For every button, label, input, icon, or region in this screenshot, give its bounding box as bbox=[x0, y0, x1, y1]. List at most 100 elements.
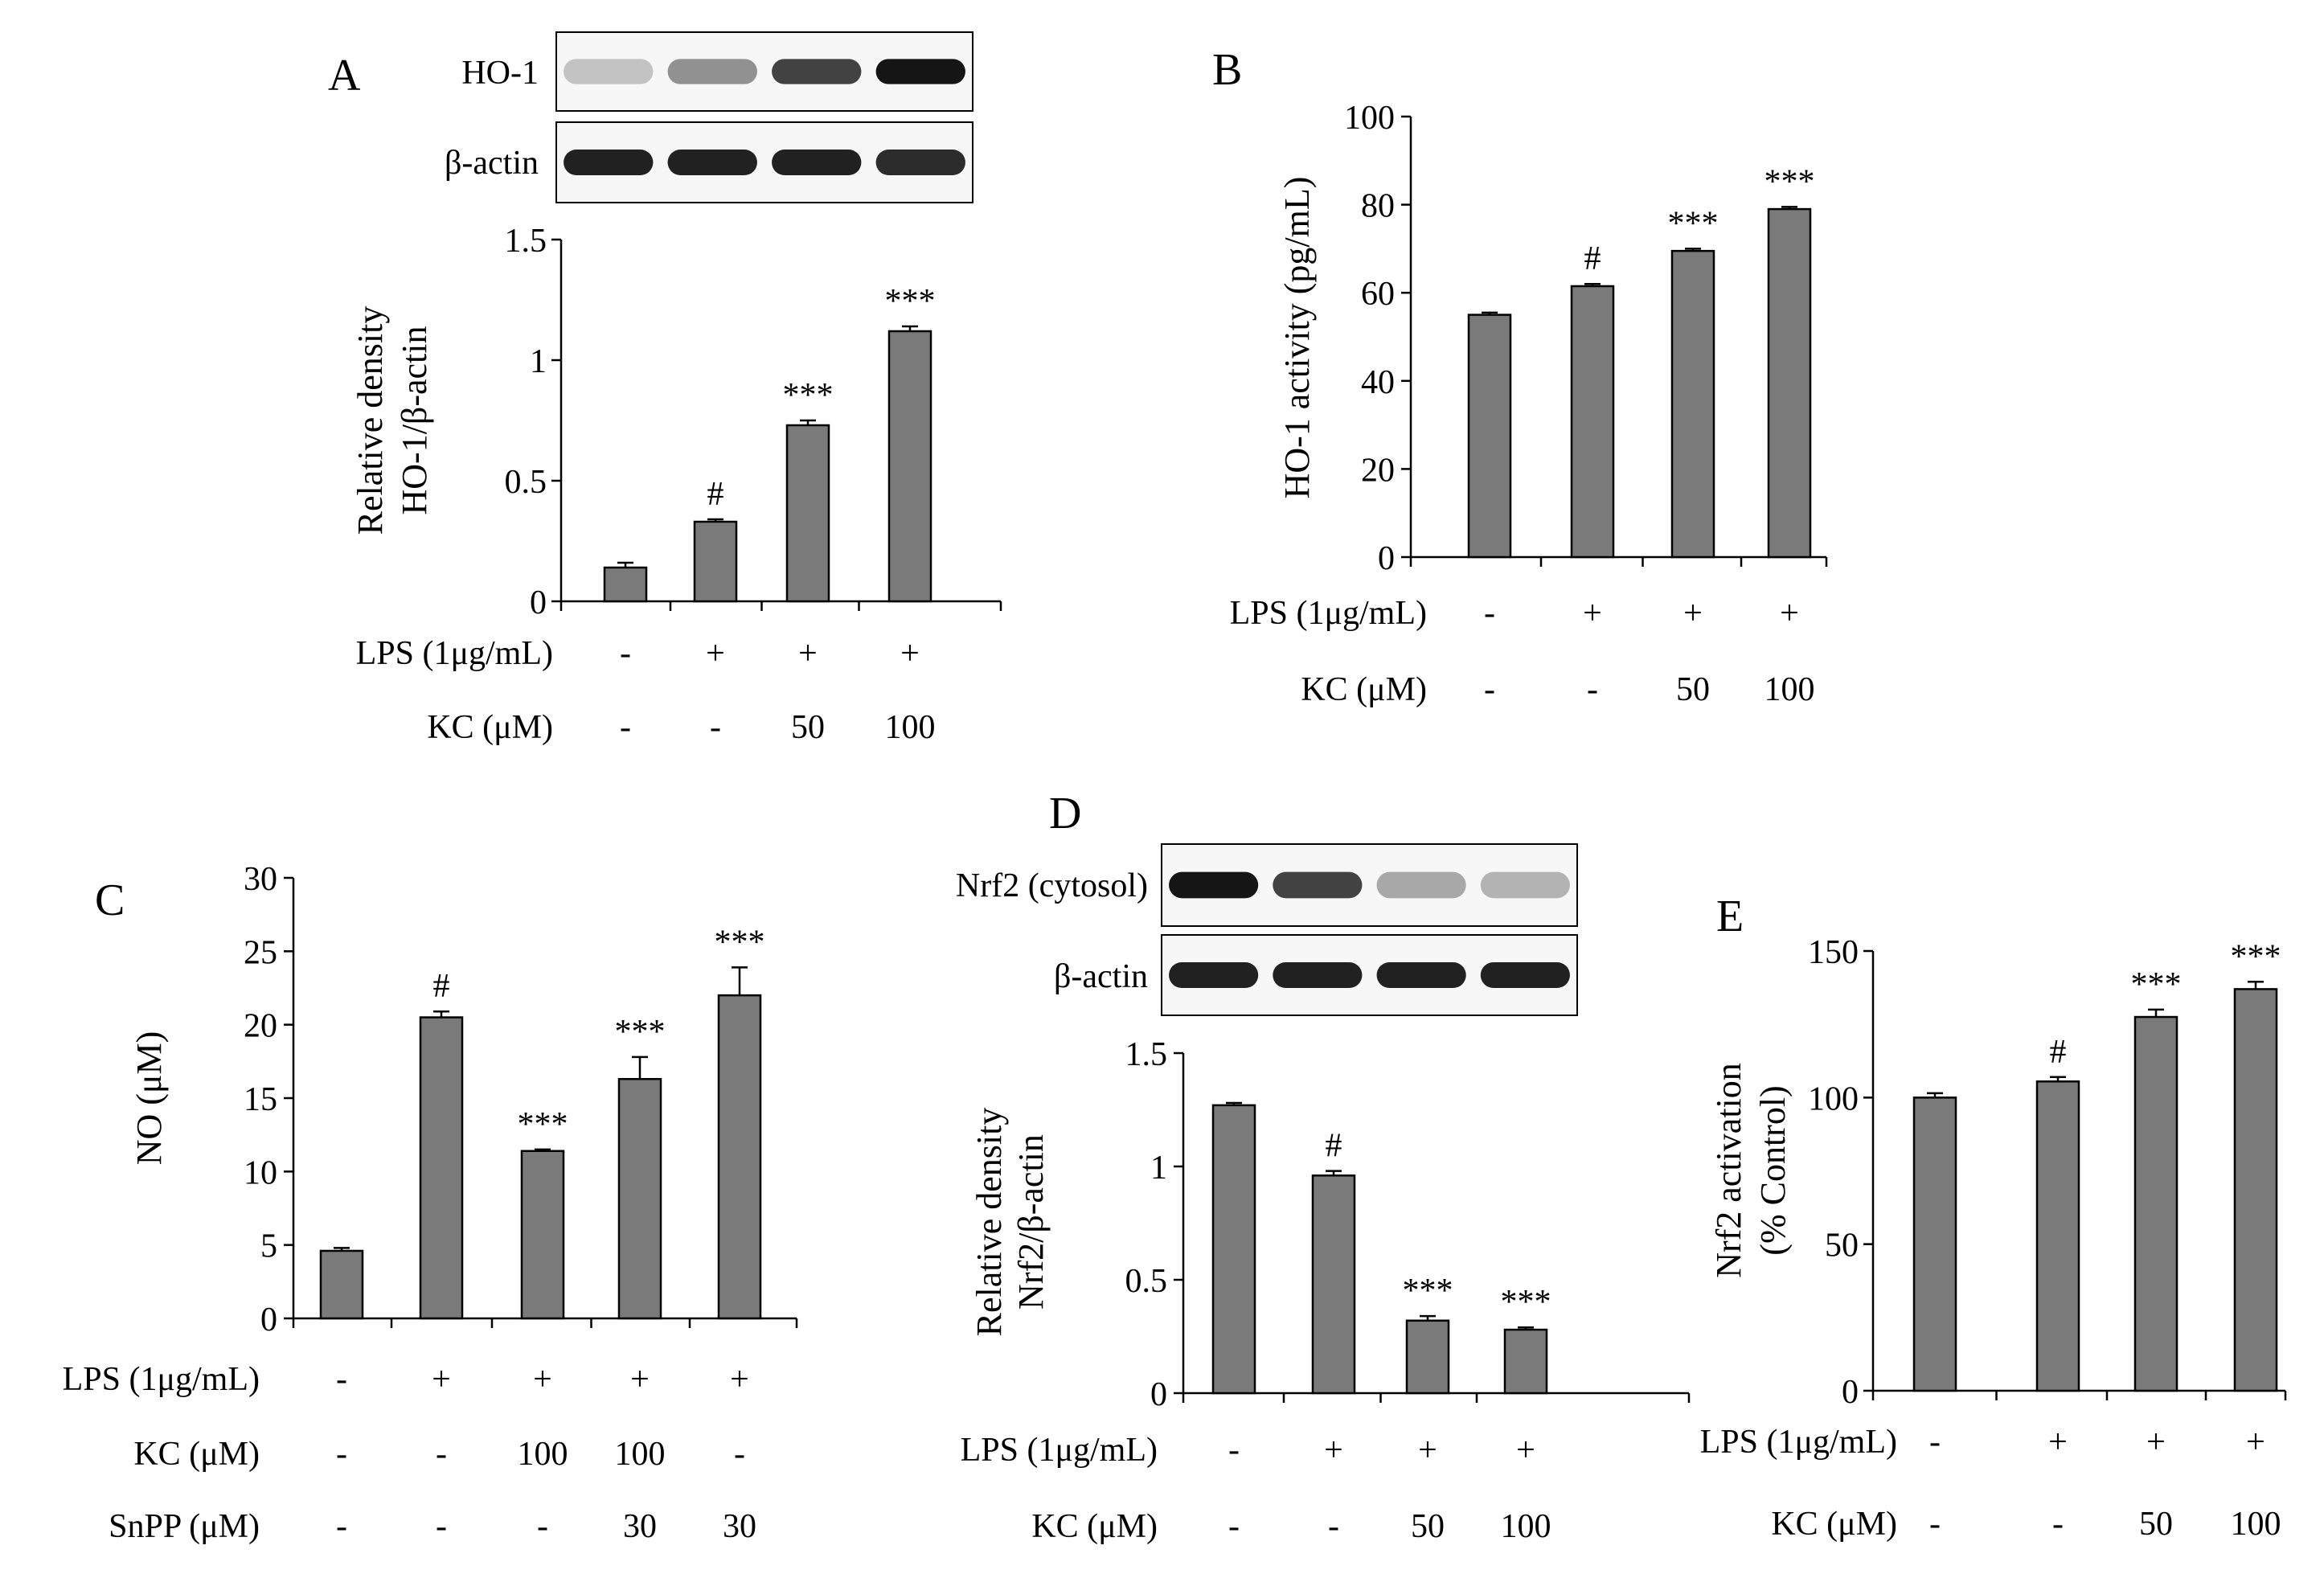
panel-a-blot-band bbox=[667, 150, 757, 175]
panel-b-condition-value: + bbox=[1583, 595, 1602, 632]
panel-d-y-tick-label: 1.5 bbox=[1125, 1036, 1168, 1073]
panel-e-condition-value: + bbox=[2146, 1424, 2166, 1461]
panel-c-condition-value: - bbox=[537, 1508, 548, 1545]
panel-d-y-tick-label: 0 bbox=[1150, 1376, 1167, 1413]
panel-c-y-tick-label: 0 bbox=[260, 1302, 277, 1338]
panel-e-significance-mark: *** bbox=[2131, 966, 2182, 1003]
panel-d-significance-mark: # bbox=[1326, 1128, 1342, 1165]
panel-c-significance-mark: *** bbox=[715, 924, 765, 961]
panel-letter-a: A bbox=[328, 51, 361, 100]
panel-a-condition-value: + bbox=[706, 635, 725, 672]
panel-b-significance-mark: *** bbox=[1668, 205, 1719, 242]
panel-c-condition-label: LPS (1μg/mL) bbox=[63, 1361, 260, 1398]
panel-c-bar bbox=[717, 994, 762, 1320]
panel-a-y-axis-title: HO-1/β-actin bbox=[395, 326, 434, 515]
panel-a-condition-value: 100 bbox=[885, 709, 936, 746]
panel-b-bar bbox=[1767, 207, 1812, 559]
panel-b-condition-value: - bbox=[1484, 595, 1495, 632]
panel-b-significance-mark: # bbox=[1584, 240, 1601, 277]
panel-d-bar bbox=[1311, 1174, 1356, 1395]
panel-a-significance-mark: *** bbox=[885, 283, 936, 320]
panel-e-y-axis-title: (% Control) bbox=[1753, 1085, 1793, 1255]
panel-d-condition-value: + bbox=[1324, 1432, 1343, 1469]
panel-d-blot-label: β-actin bbox=[1054, 958, 1148, 995]
panel-b-y-tick-label: 0 bbox=[1378, 540, 1395, 577]
panel-d-blot-band bbox=[1169, 871, 1259, 899]
panel-c-y-tick-label: 20 bbox=[244, 1008, 277, 1045]
panel-b-condition-value: 100 bbox=[1765, 671, 1815, 708]
panel-d-y-tick-label: 1 bbox=[1150, 1150, 1167, 1187]
panel-d-condition-value: + bbox=[1418, 1432, 1437, 1469]
panel-a-blot-label: HO-1 bbox=[461, 55, 539, 92]
panel-c-condition-value: 30 bbox=[623, 1508, 657, 1545]
panel-d-blot-band bbox=[1480, 962, 1570, 988]
panel-a-condition-value: - bbox=[620, 709, 631, 746]
panel-b-bar bbox=[1670, 249, 1715, 559]
panel-e-condition-value: - bbox=[1929, 1506, 1941, 1543]
panel-b-y-tick-label: 20 bbox=[1361, 452, 1395, 489]
panel-b-condition-value: - bbox=[1484, 671, 1495, 708]
panel-d-condition-value: - bbox=[1328, 1508, 1339, 1545]
panel-c-condition-value: + bbox=[432, 1361, 451, 1398]
panel-e-y-tick-label: 50 bbox=[1825, 1228, 1859, 1265]
panel-c-y-tick-label: 25 bbox=[244, 934, 277, 971]
panel-c-y-tick-label: 30 bbox=[244, 861, 277, 898]
panel-c-bar bbox=[520, 1150, 565, 1320]
panel-b-condition-value: - bbox=[1587, 671, 1598, 708]
panel-c-condition-value: - bbox=[734, 1436, 745, 1473]
panel-d-blot-band bbox=[1169, 962, 1259, 988]
panel-e-bar bbox=[2133, 1015, 2178, 1392]
panel-a-bar bbox=[603, 566, 648, 603]
panel-a-bar bbox=[887, 330, 932, 603]
panel-e-condition-value: - bbox=[2052, 1506, 2064, 1543]
panel-c-bar bbox=[419, 1016, 464, 1320]
panel-a-y-tick-label: 1 bbox=[530, 343, 547, 380]
panel-c-condition-value: 100 bbox=[518, 1436, 568, 1473]
panel-a-blot-band bbox=[772, 59, 862, 84]
panel-b-y-tick-label: 60 bbox=[1361, 276, 1395, 313]
panel-letter-b: B bbox=[1212, 45, 1242, 95]
panel-e-y-axis-title: Nrf2 activation bbox=[1709, 1063, 1748, 1278]
panel-d-condition-label: LPS (1μg/mL) bbox=[961, 1432, 1158, 1469]
panel-a-y-tick-label: 0 bbox=[530, 584, 547, 621]
panel-c-condition-value: 100 bbox=[615, 1436, 666, 1473]
panel-d-condition-value: 50 bbox=[1411, 1508, 1445, 1545]
panel-d-significance-mark: *** bbox=[1501, 1284, 1551, 1321]
panel-b-y-axis-title: HO-1 activity (pg/mL) bbox=[1277, 177, 1317, 499]
panel-a-blot-band bbox=[667, 59, 757, 84]
panel-c-condition-value: + bbox=[730, 1361, 749, 1398]
panel-c-y-tick-label: 15 bbox=[244, 1081, 277, 1118]
panel-a-bar bbox=[693, 520, 738, 603]
panel-b-y-tick-label: 80 bbox=[1361, 188, 1395, 225]
panel-letter-d: D bbox=[1049, 789, 1081, 838]
panel-d-blot-band bbox=[1273, 871, 1363, 899]
panel-a-condition-label: LPS (1μg/mL) bbox=[356, 635, 553, 672]
panel-a-blot-band bbox=[875, 150, 965, 175]
panel-a-y-tick-label: 0.5 bbox=[505, 464, 547, 501]
panel-e-bar bbox=[1912, 1097, 1957, 1392]
panel-a-blot-band bbox=[564, 150, 654, 175]
panel-d-blot-band bbox=[1273, 962, 1363, 988]
panel-b-bar bbox=[1467, 314, 1512, 559]
panel-c-y-axis-title: NO (μM) bbox=[129, 1031, 169, 1166]
panel-c-significance-mark: *** bbox=[615, 1014, 666, 1051]
panel-a-condition-value: - bbox=[710, 709, 721, 746]
panel-a-blot-band bbox=[564, 59, 654, 84]
panel-d-condition-value: 100 bbox=[1501, 1508, 1551, 1545]
panel-d-blot-band bbox=[1376, 871, 1466, 899]
panel-c-condition-value: - bbox=[336, 1508, 347, 1545]
panel-c-condition-value: - bbox=[336, 1361, 347, 1398]
panel-e-condition-value: 50 bbox=[2139, 1506, 2173, 1543]
panel-b-condition-label: LPS (1μg/mL) bbox=[1230, 595, 1427, 632]
panel-c-condition-label: KC (μM) bbox=[133, 1436, 260, 1473]
panel-d-y-axis-title: Relative density bbox=[969, 1108, 1009, 1337]
panel-d-significance-mark: *** bbox=[1403, 1273, 1453, 1310]
panel-d-blot-band bbox=[1376, 962, 1466, 988]
panel-a-condition-value: - bbox=[620, 635, 631, 672]
panel-e-significance-mark: # bbox=[2050, 1034, 2067, 1071]
panel-b-y-tick-label: 40 bbox=[1361, 364, 1395, 401]
panel-a-blot-band bbox=[772, 150, 862, 175]
panel-c-y-tick-label: 5 bbox=[260, 1228, 277, 1265]
panel-d-blot-label: Nrf2 (cytosol) bbox=[956, 867, 1148, 904]
